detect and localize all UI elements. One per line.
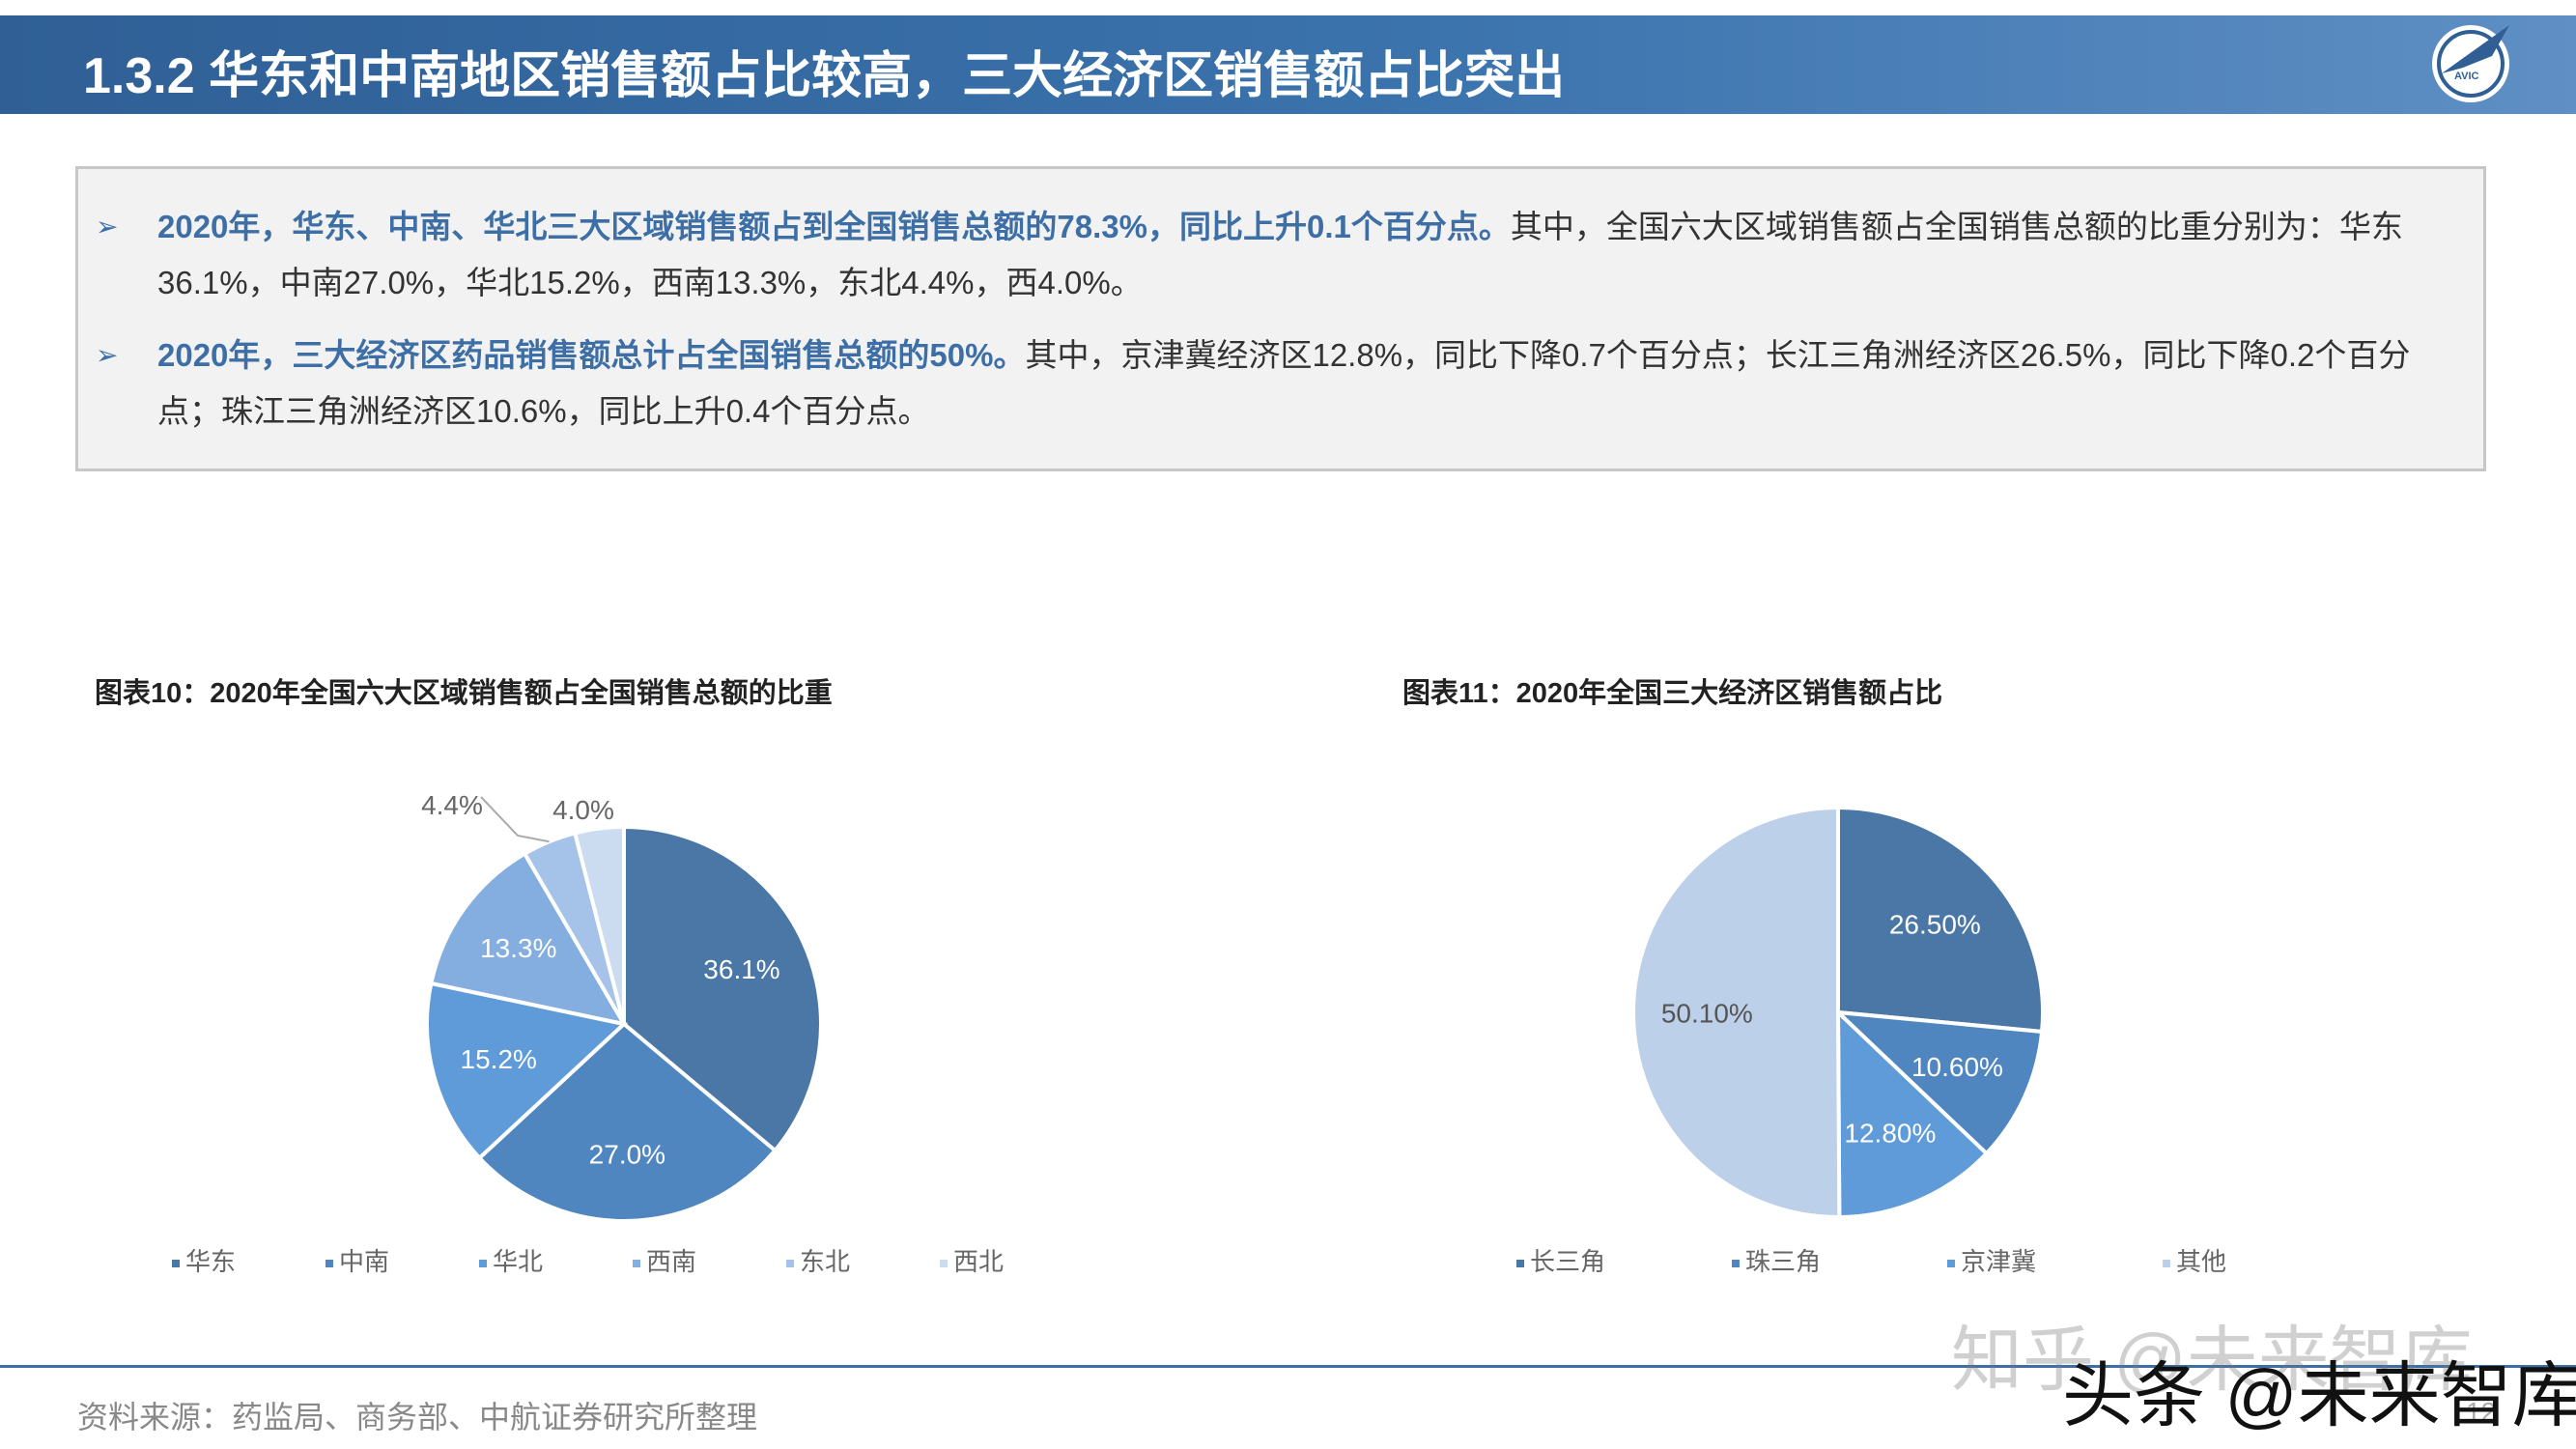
- pie-slice-京津冀: [1835, 1008, 1990, 1220]
- legend-item-西南: 西南: [633, 1242, 696, 1278]
- legend-swatch: [479, 1260, 487, 1268]
- data-label-珠三角: 10.60%: [1911, 1052, 2003, 1082]
- legend-swatch: [172, 1260, 180, 1268]
- footer-source: 资料来源：药监局、商务部、中航证券研究所整理: [77, 1400, 758, 1435]
- legend-label: 东北: [800, 1247, 851, 1276]
- page-number: 12: [2466, 1397, 2497, 1427]
- data-label-长三角: 26.50%: [1889, 910, 1981, 940]
- legend-swatch: [326, 1260, 333, 1268]
- legend-item-其他: 其他: [2163, 1242, 2226, 1278]
- legend-item-京津冀: 京津冀: [1947, 1242, 2036, 1278]
- legend-label: 其他: [2176, 1247, 2227, 1276]
- legend-label: 长三角: [1530, 1247, 1606, 1276]
- pie-slice-长三角: [1836, 805, 2045, 1035]
- legend-item-华北: 华北: [479, 1242, 543, 1278]
- data-label-其他: 50.10%: [1661, 998, 1753, 1028]
- summary-bullet-2: ➢ 2020年，三大经济区药品销售额总计占全国销售总额的50%。其中，京津冀经济…: [96, 327, 2452, 440]
- pie-slice-华东: [622, 824, 823, 1153]
- pie-slice-西南: [429, 851, 628, 1027]
- legend-swatch: [633, 1260, 640, 1268]
- legend-item-华东: 华东: [172, 1242, 236, 1278]
- arrow-bullet-icon: ➢: [96, 212, 119, 242]
- data-label-西南: 13.3%: [480, 933, 556, 963]
- legend-label: 珠三角: [1745, 1247, 1822, 1276]
- pie-slice-西北: [572, 824, 626, 1025]
- chart-1-title: 图表10：2020年全国六大区域销售额占全国销售总额的比重: [95, 678, 833, 709]
- legend-item-东北: 东北: [786, 1242, 850, 1278]
- legend-swatch: [2163, 1260, 2170, 1268]
- data-label-华北: 15.2%: [461, 1044, 537, 1074]
- label-leader-line: [480, 796, 550, 843]
- zhihu-watermark: 知乎 @未来智库: [1951, 1320, 2473, 1400]
- avic-logo-icon: [2432, 25, 2509, 102]
- legend-item-长三角: 长三角: [1516, 1242, 1605, 1278]
- pie-slice-中南: [476, 1021, 778, 1223]
- legend-label: 京津冀: [1961, 1247, 2037, 1276]
- legend-swatch: [940, 1260, 948, 1268]
- legend-swatch: [1516, 1260, 1524, 1268]
- bullet-2-text: 其中，京津冀经济区12.8%，同比下降0.7个百分点；长江三角洲经济区26.5%…: [157, 337, 2411, 429]
- data-label-西北: 4.0%: [552, 795, 614, 825]
- toutiao-watermark: 头条 @未来智库: [2062, 1355, 2576, 1435]
- legend-item-中南: 中南: [326, 1242, 389, 1278]
- data-label-华东: 36.1%: [703, 954, 779, 984]
- pie-slice-华北: [425, 980, 629, 1161]
- pie-slice-其他: [1631, 805, 1842, 1220]
- legend-label: 西南: [646, 1247, 697, 1276]
- arrow-bullet-icon: ➢: [96, 340, 119, 370]
- header-banner: 1.3.2 华东和中南地区销售额占比较高，三大经济区销售额占比突出: [0, 15, 2576, 114]
- legend-item-珠三角: 珠三角: [1732, 1242, 1821, 1278]
- footer-divider: [0, 1365, 2576, 1368]
- page-title: 1.3.2 华东和中南地区销售额占比较高，三大经济区销售额占比突出: [83, 48, 1566, 104]
- summary-box: ➢ 2020年，华东、中南、华北三大区域销售额占到全国销售总额的78.3%，同比…: [75, 166, 2486, 471]
- summary-bullet-1: ➢ 2020年，华东、中南、华北三大区域销售额占到全国销售总额的78.3%，同比…: [96, 199, 2452, 311]
- data-label-东北: 4.4%: [421, 790, 483, 820]
- data-label-中南: 27.0%: [589, 1140, 665, 1170]
- legend-swatch: [1947, 1260, 1955, 1268]
- legend-swatch: [1732, 1260, 1740, 1268]
- bullet-1-highlight: 2020年，华东、中南、华北三大区域销售额占到全国销售总额的78.3%，同比上升…: [157, 209, 1511, 244]
- chart-2-title: 图表11：2020年全国三大经济区销售额占比: [1402, 678, 1943, 709]
- legend-swatch: [786, 1260, 794, 1268]
- legend-label: 西北: [953, 1247, 1005, 1276]
- pie-slice-珠三角: [1832, 1009, 2045, 1156]
- legend-item-西北: 西北: [940, 1242, 1004, 1278]
- legend-label: 华北: [493, 1247, 544, 1276]
- bullet-1-text: 其中，全国六大区域销售额占全国销售总额的比重分别为：华东36.1%，中南27.0…: [157, 209, 2403, 300]
- legend-label: 华东: [185, 1247, 237, 1276]
- legend-label: 中南: [339, 1247, 390, 1276]
- bullet-2-highlight: 2020年，三大经济区药品销售额总计占全国销售总额的50%。: [157, 337, 1026, 373]
- logo-text: AVIC: [2454, 71, 2479, 82]
- data-label-京津冀: 12.80%: [1844, 1119, 1936, 1149]
